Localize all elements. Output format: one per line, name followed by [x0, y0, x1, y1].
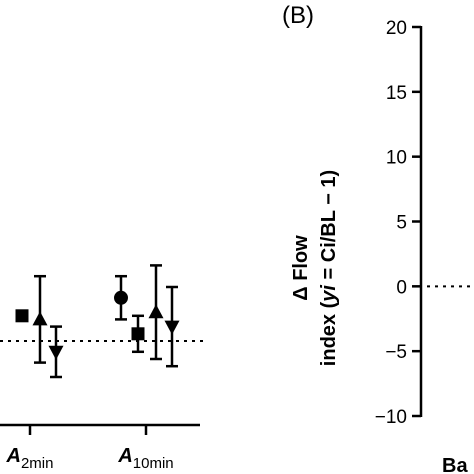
y-title-part-2: yi	[318, 285, 340, 303]
x-category-sub: 10min	[133, 455, 174, 472]
data-point-square	[15, 309, 29, 323]
panel-b-label: (B)	[282, 2, 314, 29]
panel-b-y-axis-title: Δ Flow index (yi = Ci/BL − 1)	[290, 170, 340, 366]
y-tick-label: −10	[375, 407, 407, 428]
data-point-triangle-up	[148, 304, 164, 319]
x-category-sub: 2min	[21, 455, 54, 472]
y-tick-label: 15	[386, 83, 407, 104]
data-point-circle	[114, 290, 128, 305]
panel-a-marks	[15, 264, 180, 379]
y-tick-label: −5	[385, 342, 407, 363]
panel-b-y-axis-title-line2: index (yi = Ci/BL − 1)	[318, 170, 340, 366]
y-title-part-1: index (	[318, 301, 340, 366]
panel-b-y-ticks: 20 15 10 5 0 −5 −10	[375, 18, 421, 428]
data-point-square	[131, 327, 145, 341]
panel-b-y-axis-title-line1: Δ Flow	[290, 235, 312, 301]
x-category-main: A	[117, 445, 132, 467]
x-category-main: A	[6, 445, 21, 467]
panel-b: (B) 20 15 10 5 0 −5 −10 Δ Flow index (yi = Ci/…	[282, 2, 474, 474]
data-point-triangle-down	[164, 320, 180, 335]
x-category-label: A2min	[6, 445, 54, 472]
data-point-triangle-down	[48, 345, 64, 360]
data-point-triangle-up	[32, 311, 48, 326]
panel-a-x-labels: A2min A10min	[6, 445, 174, 472]
y-tick-label: 0	[396, 277, 407, 298]
y-title-part-3: = Ci/BL − 1)	[318, 170, 340, 285]
panel-a: A2min A10min	[0, 264, 205, 472]
y-tick-label: 10	[386, 148, 407, 169]
y-tick-label: 20	[386, 18, 407, 39]
y-tick-label: 5	[396, 213, 407, 234]
x-category-label: A10min	[117, 445, 173, 472]
panel-b-x-category-label: Ba	[442, 455, 468, 474]
panel-a-x-ticks	[28, 425, 148, 435]
